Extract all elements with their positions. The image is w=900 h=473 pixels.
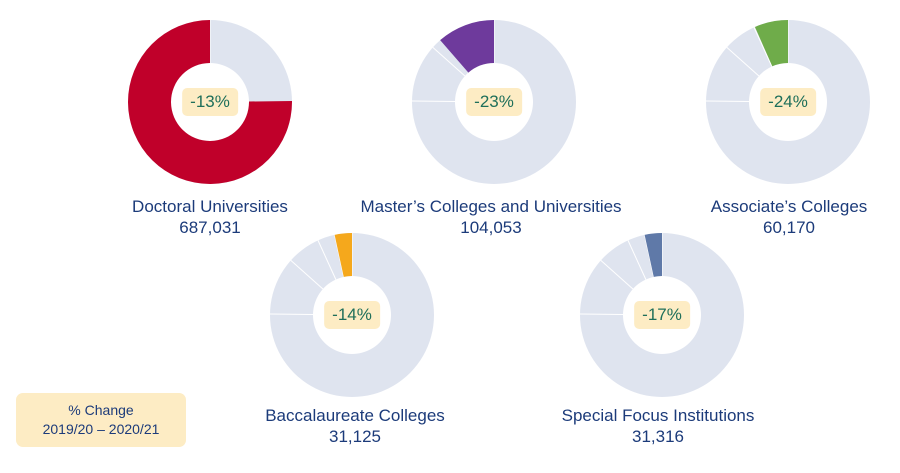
value-label: 687,031 <box>179 218 241 237</box>
category-label: Doctoral Universities <box>132 197 288 216</box>
segment-separator <box>600 260 634 290</box>
pct-change-badge: -14% <box>324 301 380 329</box>
segment-separator <box>290 260 324 290</box>
donut-slice <box>128 20 292 184</box>
donut-track <box>580 233 744 397</box>
donut-svg <box>580 233 744 397</box>
value-label: 31,125 <box>329 427 381 446</box>
segment-separator <box>412 100 456 103</box>
category-label: Master’s Colleges and Universities <box>360 197 622 216</box>
donut-chart-baccalaureate: -14% <box>270 233 434 397</box>
legend-line-2: 2019/20 – 2020/21 <box>42 421 160 437</box>
pct-change-badge: -17% <box>634 301 690 329</box>
category-label: Special Focus Institutions <box>561 406 755 425</box>
value-label: 104,053 <box>460 218 522 237</box>
donut-slice <box>644 233 662 277</box>
segment-separator <box>270 313 314 316</box>
segment-separator <box>580 313 624 316</box>
donut-chart-special-focus: -17% <box>580 233 744 397</box>
donut-svg <box>412 20 576 184</box>
chart-label-doctoral: Doctoral Universities 687,031 <box>132 196 288 238</box>
segment-separator <box>726 47 760 77</box>
segment-separator <box>627 240 647 280</box>
donut-svg <box>270 233 434 397</box>
pct-change-badge: -13% <box>182 88 238 116</box>
chart-label-masters: Master’s Colleges and Universities 104,0… <box>360 196 621 238</box>
value-label: 31,316 <box>631 427 684 446</box>
pct-change-badge: -24% <box>760 88 816 116</box>
donut-chart-doctoral: -13% <box>128 20 292 184</box>
chart-label-special-focus: Special Focus Institutions 31,316 <box>562 405 755 447</box>
category-label: Baccalaureate Colleges <box>265 406 445 425</box>
donut-svg <box>706 20 870 184</box>
donut-slice <box>754 20 788 67</box>
donut-chart-associates: -24% <box>706 20 870 184</box>
donut-chart-masters: -23% <box>412 20 576 184</box>
legend-line-1: % Change <box>68 402 134 418</box>
segment-separator <box>706 100 750 103</box>
value-label: 60,170 <box>762 218 815 237</box>
legend-box: % Change 2019/20 – 2020/21 <box>16 393 186 447</box>
donut-track <box>270 233 434 397</box>
segment-separator <box>432 47 466 77</box>
donut-track <box>412 20 576 184</box>
donut-slice <box>334 233 352 277</box>
segment-separator <box>753 27 773 67</box>
chart-label-baccalaureate: Baccalaureate Colleges 31,125 <box>265 405 445 447</box>
donut-svg <box>128 20 292 184</box>
donut-track <box>706 20 870 184</box>
donut-slice <box>440 20 494 73</box>
segment-separator <box>317 240 337 280</box>
chart-label-associates: Associate’s Colleges 60,170 <box>711 196 868 238</box>
pct-change-badge: -23% <box>466 88 522 116</box>
category-label: Associate’s Colleges <box>710 197 868 216</box>
